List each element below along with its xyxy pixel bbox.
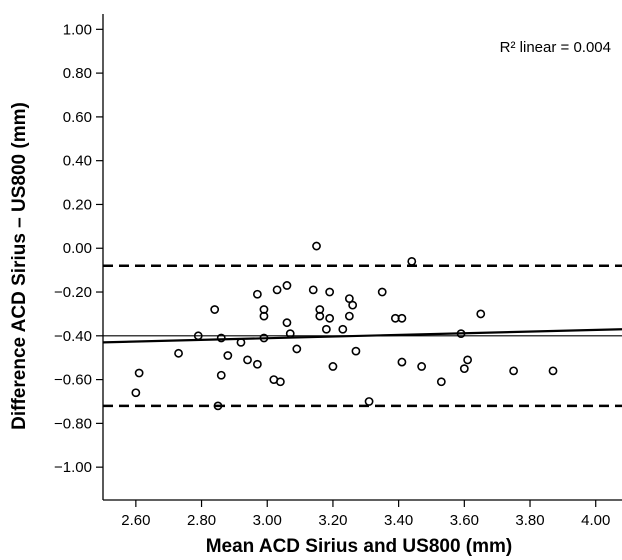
data-point — [436, 377, 446, 387]
x-tick-label: 3.80 — [515, 512, 544, 529]
r-squared-annotation: R² linear = 0.004 — [500, 39, 611, 56]
y-tick-label: −0.80 — [54, 415, 92, 432]
y-tick-label: −1.00 — [54, 459, 92, 476]
data-point — [321, 324, 331, 334]
data-point — [338, 324, 348, 334]
y-tick-label: 0.60 — [63, 109, 92, 126]
data-point — [463, 355, 473, 365]
axes — [96, 14, 622, 507]
data-point — [193, 331, 203, 341]
data-point — [397, 357, 407, 367]
data-point — [344, 294, 354, 303]
data-point — [328, 362, 338, 371]
data-point — [548, 366, 558, 376]
data-point — [348, 300, 358, 310]
data-point — [292, 344, 302, 354]
data-point — [134, 368, 144, 378]
data-point — [312, 241, 321, 251]
x-tick-label: 2.60 — [121, 512, 150, 529]
y-tick-label: −0.20 — [54, 284, 92, 301]
data-point — [315, 311, 325, 321]
data-point — [364, 397, 374, 406]
data-point — [272, 285, 282, 295]
data-point — [325, 287, 335, 297]
x-tick-label: 3.00 — [253, 512, 282, 529]
data-point — [397, 313, 407, 323]
data-points — [131, 241, 558, 411]
data-point — [216, 333, 226, 343]
tick-labels: 1.00 0.80 0.60 0.40 0.20 0.00 −0.20 −0.40 −0.60 −… — [54, 21, 610, 529]
data-point — [308, 285, 318, 295]
y-tick-label: −0.40 — [54, 328, 92, 345]
data-point — [210, 305, 220, 314]
reference-lines — [102, 264, 622, 408]
y-axis-title: Difference ACD Sirius – US800 (mm) — [9, 102, 30, 430]
data-point — [407, 256, 417, 266]
y-tick-label: 0.00 — [63, 240, 92, 257]
data-point — [325, 313, 335, 323]
data-point — [285, 329, 295, 339]
data-point — [275, 377, 285, 387]
y-tick-label: 0.80 — [63, 65, 92, 82]
data-point — [216, 370, 226, 380]
data-point — [174, 348, 183, 358]
x-tick-label: 3.60 — [450, 512, 479, 529]
data-point — [509, 366, 519, 376]
x-tick-label: 4.00 — [581, 512, 610, 529]
data-point — [243, 355, 252, 365]
x-axis-title: Mean ACD Sirius and US800 (mm) — [206, 536, 513, 557]
y-tick-label: 0.40 — [63, 153, 92, 170]
data-point — [252, 359, 262, 369]
data-point — [476, 309, 486, 319]
data-point — [282, 281, 292, 290]
data-point — [344, 311, 354, 321]
fit-line — [102, 328, 622, 344]
x-tick-label: 2.80 — [187, 512, 216, 529]
data-point — [236, 337, 246, 347]
data-point — [131, 388, 141, 398]
x-tick-label: 3.40 — [384, 512, 413, 529]
data-point — [252, 289, 262, 299]
y-tick-label: 0.20 — [63, 196, 92, 213]
data-point — [223, 351, 233, 360]
x-tick-label: 3.20 — [318, 512, 347, 529]
data-point — [282, 318, 292, 328]
data-point — [377, 287, 387, 297]
data-point — [259, 311, 269, 321]
data-point — [459, 364, 469, 374]
y-tick-label: 1.00 — [63, 21, 92, 38]
data-point — [351, 346, 361, 356]
y-tick-label: −0.60 — [54, 372, 92, 389]
data-point — [259, 333, 269, 343]
data-point — [213, 401, 223, 411]
data-point — [417, 362, 427, 371]
data-point — [456, 329, 466, 339]
